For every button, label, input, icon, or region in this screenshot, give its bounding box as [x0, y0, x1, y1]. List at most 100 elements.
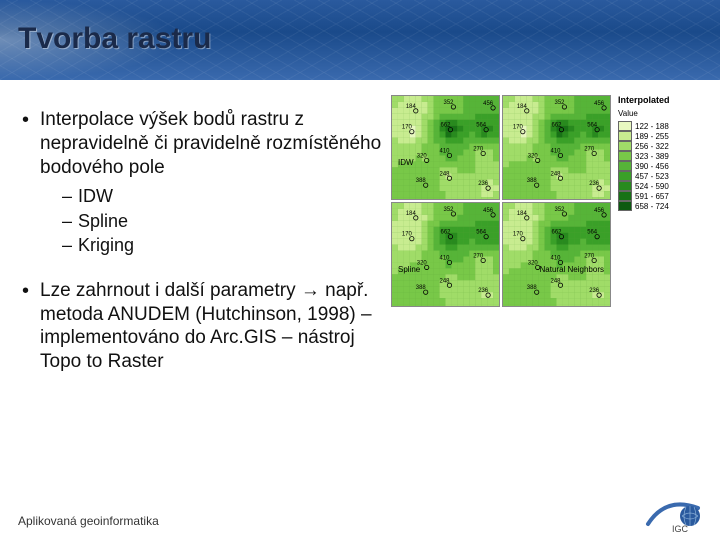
svg-text:320: 320	[528, 260, 539, 266]
legend-label: 591 - 657	[635, 192, 669, 201]
svg-text:662: 662	[441, 123, 451, 129]
svg-text:456: 456	[483, 208, 494, 214]
svg-text:662: 662	[441, 230, 451, 236]
svg-text:184: 184	[406, 104, 417, 110]
svg-text:388: 388	[527, 178, 538, 184]
legend-label: 323 - 389	[635, 152, 669, 161]
svg-text:352: 352	[444, 207, 454, 213]
svg-text:184: 184	[517, 211, 528, 217]
legend-label: 658 - 724	[635, 202, 669, 211]
map-spline-label: Spline	[398, 265, 420, 274]
legend-swatch	[618, 201, 632, 211]
legend-label: 457 - 523	[635, 172, 669, 181]
legend-swatch	[618, 121, 632, 131]
svg-text:236: 236	[478, 288, 489, 294]
svg-text:248: 248	[551, 278, 562, 284]
legend-row: 524 - 590	[618, 181, 706, 191]
svg-text:248: 248	[551, 171, 562, 177]
svg-text:236: 236	[589, 181, 600, 187]
map-top-right: 184 352 456 170 662 564 320 410 270 388 248 236	[502, 95, 611, 200]
svg-text:456: 456	[594, 208, 605, 214]
svg-text:270: 270	[473, 254, 484, 260]
slide-title: Tvorba rastru	[18, 22, 211, 56]
svg-text:320: 320	[417, 153, 428, 159]
svg-text:388: 388	[416, 285, 427, 291]
svg-text:456: 456	[483, 101, 494, 107]
svg-text:352: 352	[555, 100, 565, 106]
legend-row: 256 - 322	[618, 141, 706, 151]
svg-text:236: 236	[589, 288, 600, 294]
svg-text:236: 236	[478, 181, 489, 187]
legend-swatch	[618, 171, 632, 181]
legend-row: 323 - 389	[618, 151, 706, 161]
legend: Interpolated Value 122 - 188189 - 255256…	[618, 95, 706, 211]
map-natural-neighbors: 184 352 456 170 662 564 320 410 270 388 248 236 Natu…	[502, 202, 611, 307]
legend-row: 390 - 456	[618, 161, 706, 171]
bullet-2-pre: Lze zahrnout i další parametry	[40, 280, 301, 301]
bullet-1: Interpolace výšek bodů rastru z nepravid…	[18, 108, 388, 257]
legend-row: 457 - 523	[618, 171, 706, 181]
map-idw-label: IDW	[398, 158, 414, 167]
svg-text:270: 270	[473, 146, 484, 152]
svg-text:170: 170	[402, 125, 413, 131]
svg-text:170: 170	[513, 232, 524, 238]
svg-text:410: 410	[440, 256, 451, 262]
legend-swatch	[618, 181, 632, 191]
legend-subtitle: Value	[618, 109, 706, 118]
logo-text: IGC	[672, 524, 689, 534]
svg-text:564: 564	[587, 123, 598, 129]
sub-idw: IDW	[62, 185, 388, 208]
sub-kriging: Kriging	[62, 234, 388, 257]
svg-text:352: 352	[555, 207, 565, 213]
interpolation-figure: 184352456170662564320410270388248236IDW …	[391, 95, 706, 307]
map-grid: 184352456170662564320410270388248236IDW …	[391, 95, 611, 307]
text-column: Interpolace výšek bodů rastru z nepravid…	[18, 108, 388, 396]
legend-row: 591 - 657	[618, 191, 706, 201]
slide-header: Tvorba rastru	[0, 0, 720, 80]
svg-text:410: 410	[551, 256, 562, 262]
svg-text:662: 662	[552, 230, 562, 236]
legend-swatch	[618, 161, 632, 171]
sub-spline: Spline	[62, 210, 388, 233]
svg-text:410: 410	[551, 148, 562, 154]
svg-text:564: 564	[476, 123, 487, 129]
legend-swatch	[618, 151, 632, 161]
legend-rows: 122 - 188189 - 255256 - 322323 - 389390 …	[618, 121, 706, 211]
svg-text:456: 456	[594, 101, 605, 107]
legend-label: 524 - 590	[635, 182, 669, 191]
legend-label: 189 - 255	[635, 132, 669, 141]
legend-swatch	[618, 191, 632, 201]
svg-text:248: 248	[440, 171, 451, 177]
map-nn-label: Natural Neighbors	[540, 265, 604, 274]
bullet-1-sublist: IDW Spline Kriging	[40, 185, 388, 257]
svg-text:564: 564	[476, 230, 487, 236]
svg-text:388: 388	[416, 178, 427, 184]
map-spline: 184352456170662564320410270388248236Spli…	[391, 202, 500, 307]
svg-text:410: 410	[440, 148, 451, 154]
footer-text: Aplikovaná geoinformatika	[18, 514, 159, 528]
svg-text:270: 270	[584, 254, 595, 260]
legend-label: 390 - 456	[635, 162, 669, 171]
map-idw: 184 352 456 170 662 564 320 410 270 388 248 236 IDW	[391, 95, 500, 200]
svg-text:352: 352	[444, 100, 454, 106]
svg-text:184: 184	[406, 211, 417, 217]
svg-text:564: 564	[587, 230, 598, 236]
svg-text:320: 320	[528, 153, 539, 159]
svg-text:184: 184	[517, 104, 528, 110]
legend-row: 658 - 724	[618, 201, 706, 211]
svg-text:388: 388	[527, 285, 538, 291]
bullet-1-text: Interpolace výšek bodů rastru z nepravid…	[40, 109, 381, 178]
legend-swatch	[618, 141, 632, 151]
legend-row: 122 - 188	[618, 121, 706, 131]
svg-text:170: 170	[402, 232, 413, 238]
logo: IGC	[644, 494, 706, 534]
legend-label: 122 - 188	[635, 122, 669, 131]
legend-label: 256 - 322	[635, 142, 669, 151]
svg-text:270: 270	[584, 146, 595, 152]
legend-swatch	[618, 131, 632, 141]
bullet-2: Lze zahrnout i další parametry → např. m…	[18, 279, 388, 374]
svg-text:248: 248	[440, 278, 451, 284]
svg-text:170: 170	[513, 125, 524, 131]
arrow-icon: →	[301, 280, 320, 301]
svg-text:662: 662	[552, 123, 562, 129]
